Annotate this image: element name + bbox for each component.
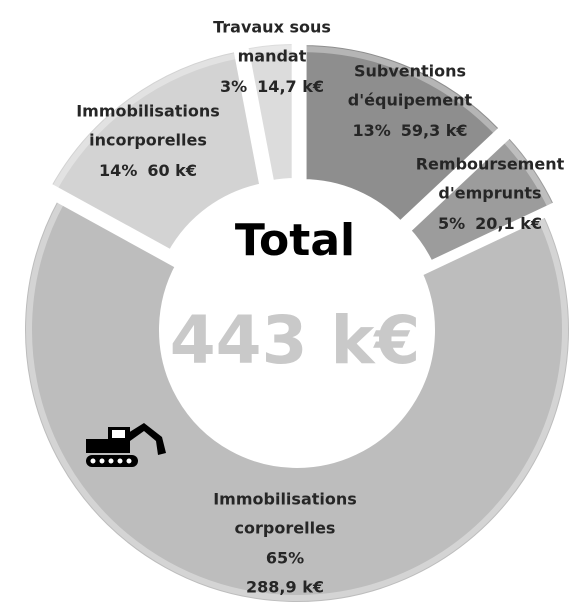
percent-label: 5%: [438, 214, 465, 233]
amount-label: 59,3 k€: [401, 121, 468, 140]
donut-segment: [298, 37, 508, 230]
amount-label: 60 k€: [147, 161, 197, 180]
segment-label: Travaux sous: [213, 18, 331, 37]
total-label: 443 k€: [170, 302, 421, 379]
value-label: 3% 14,7 k€: [220, 77, 324, 96]
value-label: 13% 59,3 k€: [352, 121, 467, 140]
segment-label: Subventions: [354, 62, 466, 81]
amount-label: 288,9 k€: [246, 578, 324, 597]
segment-label: incorporelles: [89, 131, 207, 150]
donut-segment: [42, 43, 268, 259]
segment-edge: [501, 136, 554, 210]
segment-label: corporelles: [235, 519, 336, 538]
segment-edge: [302, 46, 501, 136]
segment-edge: [244, 45, 296, 56]
amount-label: 20,1 k€: [475, 214, 542, 233]
amount-label: 14,7 k€: [257, 77, 324, 96]
segment-label: Immobilisations: [213, 490, 357, 509]
percent-label: 3%: [220, 77, 247, 96]
chart-title: Total: [235, 215, 355, 266]
donut-segment: [402, 129, 563, 270]
percent-label: 65%: [266, 549, 304, 568]
segment-label: d'emprunts: [438, 184, 541, 203]
percent-label: 13%: [352, 121, 390, 140]
segment-label: d'équipement: [348, 91, 473, 110]
value-label: 5% 20,1 k€: [438, 214, 542, 233]
donut-segment: [17, 193, 577, 610]
excavator-icon: [86, 423, 166, 467]
percent-label: 14%: [99, 161, 137, 180]
segment-label: Immobilisations: [76, 102, 220, 121]
segment-label: mandat: [238, 47, 307, 66]
value-label: 14% 60 k€: [99, 161, 197, 180]
segments: [17, 36, 577, 610]
segment-edge: [26, 199, 568, 601]
segment-edge: [51, 52, 240, 192]
segment-label: Remboursement: [416, 155, 565, 174]
donut-segment: [239, 36, 300, 189]
